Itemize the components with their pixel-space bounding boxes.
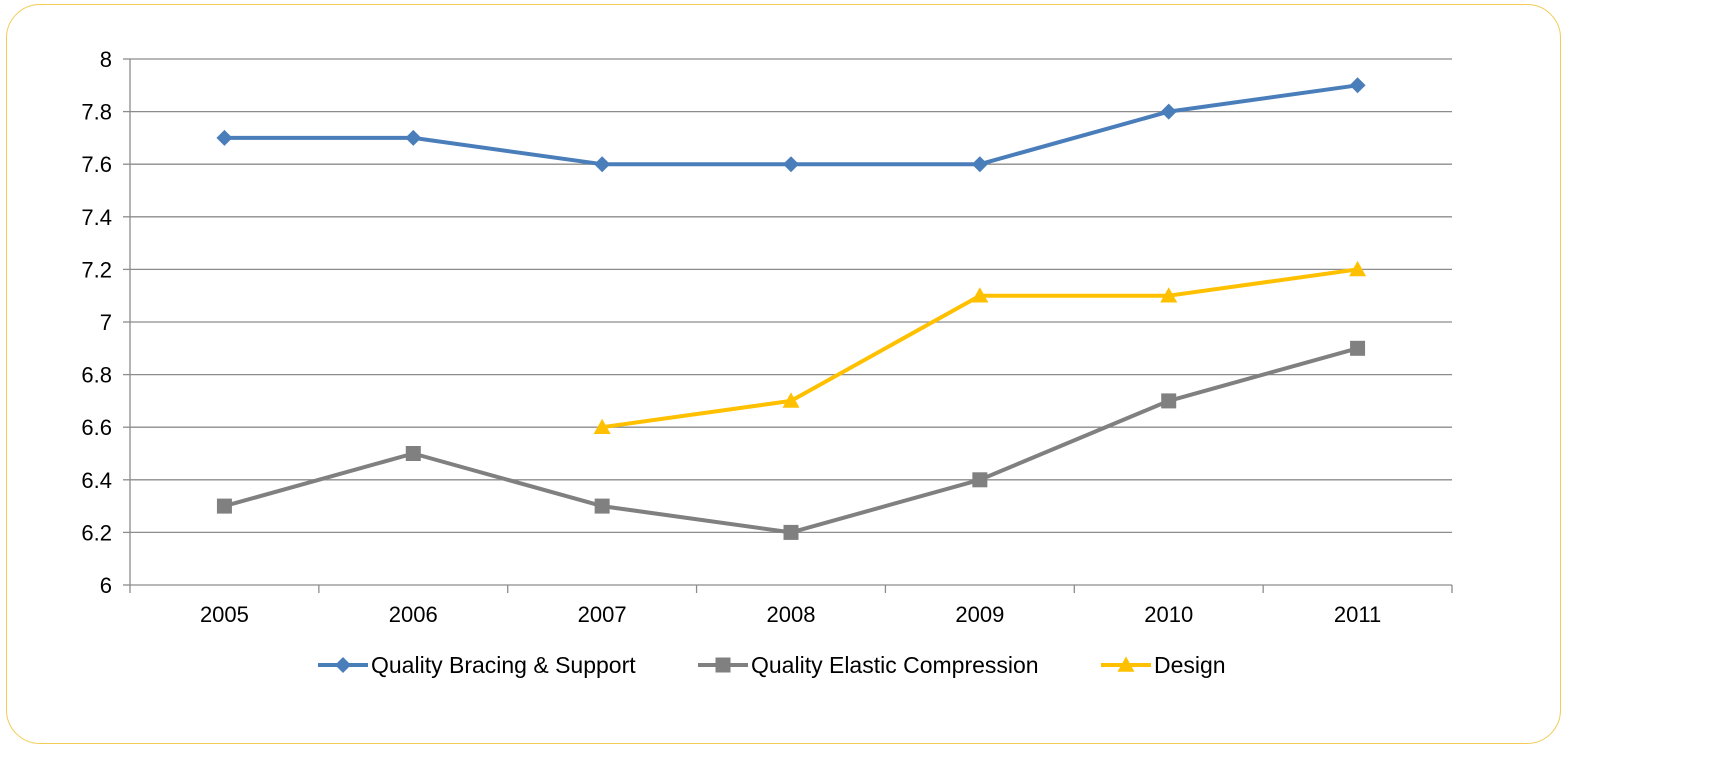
x-tick-label: 2011 [1334,602,1381,627]
legend-marker [335,657,351,673]
data-point [405,129,422,146]
y-tick-label: 6.8 [81,363,112,388]
data-point [782,392,800,408]
data-point [1161,393,1177,409]
gridlines [130,58,1452,534]
data-point [1350,340,1366,356]
data-point [783,524,799,540]
data-point [216,498,232,514]
x-tick-label: 2010 [1144,602,1193,627]
data-point [216,129,233,146]
data-point [405,446,421,461]
y-tick-label: 6 [100,573,112,598]
data-point [594,498,610,514]
data-point [1160,287,1178,303]
data-point [972,472,988,488]
y-tick-label: 7.6 [81,152,112,177]
x-tick-label: 2008 [767,602,816,627]
series-line-1 [224,83,1358,167]
x-tick-label: 2009 [955,602,1004,627]
legend-item: Design [1101,652,1226,678]
legend-marker [1117,656,1135,672]
data-point [593,418,611,434]
data-point [1349,77,1366,94]
x-tick-label: 2007 [578,602,627,627]
legend-label: Quality Bracing & Support [371,652,636,678]
y-tick-label: 6.4 [81,468,112,493]
series-lines [216,77,1367,540]
legend-label: Design [1154,652,1226,678]
legend-item: Quality Bracing & Support [318,652,636,678]
axes: 6 6.2 6.4 6.6 6.8 7 7.2 7.4 7.6 7.8 8 2005 2006 2007 2… [81,47,1453,627]
y-tick-label: 7.4 [81,205,112,230]
data-point [594,156,611,173]
legend-item: Quality Elastic Compression [698,652,1039,678]
y-tick-label: 7.8 [81,100,112,125]
legend-label: Quality Elastic Compression [751,652,1039,678]
data-point [783,156,799,173]
data-point [1349,260,1367,277]
y-tick-label: 6.2 [81,520,112,545]
y-tick-label: 8 [100,47,112,72]
y-tick-label: 6.6 [81,415,112,440]
legend-marker [715,657,731,673]
legend: Quality Bracing & Support Quality Elastic… [318,652,1226,678]
x-tick-label: 2006 [389,602,438,627]
data-point [971,287,989,303]
data-point [1160,103,1177,120]
y-tick-label: 7 [100,310,112,335]
x-tick-label: 2005 [200,602,249,627]
y-tick-label: 7.2 [81,257,112,282]
data-point [971,156,988,173]
series-line-2 [223,346,1359,535]
